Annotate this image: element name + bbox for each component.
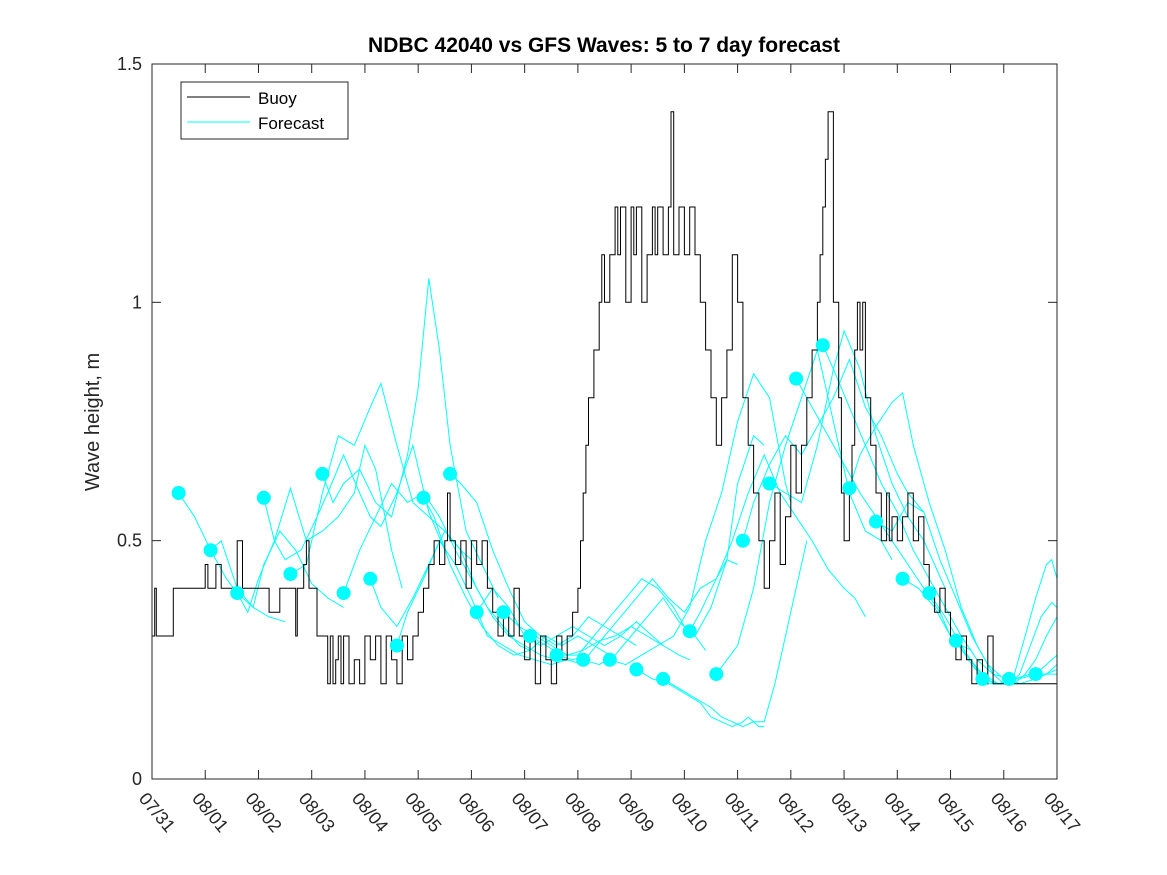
forecast-start-marker-8 xyxy=(389,638,404,653)
forecast-line-21 xyxy=(742,358,925,541)
y-tick-label-3: 1.5 xyxy=(117,54,142,74)
forecast-start-marker-7 xyxy=(363,571,378,586)
forecast-start-marker-25 xyxy=(842,481,857,496)
forecast-line-9 xyxy=(423,497,611,656)
forecast-start-marker-4 xyxy=(283,567,298,581)
forecast-start-marker-6 xyxy=(336,586,351,601)
forecast-line-15 xyxy=(583,434,765,666)
y-tick-label-1: 0.5 xyxy=(117,531,142,551)
forecast-start-marker-17 xyxy=(629,662,644,677)
forecast-start-marker-1 xyxy=(203,543,218,558)
forecast-start-marker-15 xyxy=(576,652,591,667)
forecast-line-2 xyxy=(236,443,403,614)
legend-forecast-label: Forecast xyxy=(258,114,324,133)
forecast-start-marker-2 xyxy=(230,586,245,601)
forecast-start-marker-19 xyxy=(682,624,697,639)
forecast-line-5 xyxy=(321,278,499,599)
forecast-start-marker-14 xyxy=(549,648,564,663)
y-tick-label-2: 1 xyxy=(132,292,142,312)
forecast-line-0 xyxy=(178,492,286,623)
forecast-start-marker-3 xyxy=(256,490,271,505)
forecast-start-marker-31 xyxy=(1002,671,1017,686)
axes-box xyxy=(151,63,1058,780)
forecast-line-30 xyxy=(982,673,1057,685)
legend-box xyxy=(180,81,349,140)
forecast-line-3 xyxy=(263,443,446,561)
forecast-start-marker-26 xyxy=(869,514,883,529)
forecast-start-marker-0 xyxy=(171,486,186,500)
forecast-start-marker-5 xyxy=(315,466,330,481)
forecast-start-marker-29 xyxy=(948,633,963,648)
forecast-start-marker-11 xyxy=(469,605,484,620)
forecast-line-16 xyxy=(609,372,792,666)
forecast-start-marker-16 xyxy=(602,652,617,667)
plot-area xyxy=(152,64,1057,779)
forecast-start-marker-20 xyxy=(709,667,724,682)
forecast-line-18 xyxy=(662,540,808,728)
forecast-start-marker-21 xyxy=(735,533,750,548)
buoy-line xyxy=(152,111,1057,685)
legend-buoy-label: Buoy xyxy=(258,89,297,108)
forecast-start-marker-28 xyxy=(922,586,937,601)
forecast-start-marker-32 xyxy=(1028,667,1043,682)
y-axis-label: Wave height, m xyxy=(82,353,104,491)
forecast-start-marker-18 xyxy=(656,671,671,686)
forecast-line-20 xyxy=(715,348,893,675)
forecast-start-marker-24 xyxy=(815,338,830,353)
y-tick-label-0: 0 xyxy=(132,769,142,789)
forecast-start-marker-12 xyxy=(496,605,511,620)
forecast-start-marker-13 xyxy=(523,629,537,643)
legend: Buoy Forecast xyxy=(180,81,349,140)
forecast-start-marker-30 xyxy=(975,671,990,686)
forecast-start-marker-9 xyxy=(416,490,431,505)
forecast-start-marker-27 xyxy=(895,571,910,586)
chart-title: NDBC 42040 vs GFS Waves: 5 to 7 day fore… xyxy=(368,34,840,57)
forecast-start-marker-10 xyxy=(443,466,458,481)
forecast-line-27 xyxy=(902,578,1058,685)
forecast-start-marker-23 xyxy=(789,371,804,386)
forecast-start-marker-22 xyxy=(762,476,777,491)
series-layer xyxy=(152,111,1058,728)
